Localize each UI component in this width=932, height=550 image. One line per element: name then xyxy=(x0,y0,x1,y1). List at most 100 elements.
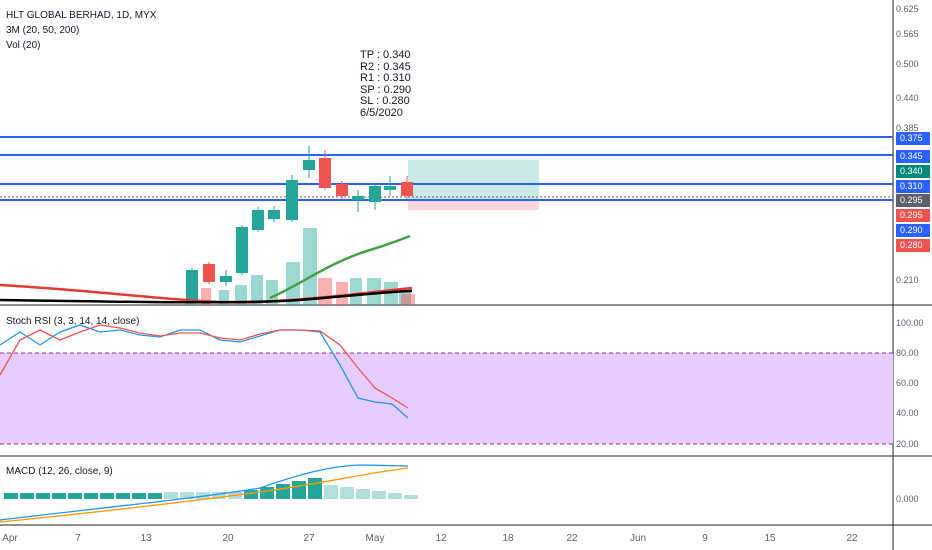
volume-bar xyxy=(318,278,332,305)
date-label: 20 xyxy=(222,533,234,544)
stoch-band xyxy=(0,353,893,444)
volume-bar xyxy=(336,282,348,305)
candle xyxy=(186,270,198,302)
volume-indicator-label[interactable]: Vol (20) xyxy=(6,40,41,51)
price-tag: 0.340 xyxy=(896,165,930,178)
macd-histogram-bar xyxy=(292,481,306,499)
macd-histogram-bar xyxy=(212,492,226,499)
macd-histogram-bar xyxy=(340,487,354,499)
macd-histogram-bar xyxy=(132,493,146,499)
note-line-r1: R1 : 0.310 xyxy=(360,72,411,84)
stoch-rsi-label[interactable]: Stoch RSI (3, 3, 14, 14, close) xyxy=(6,316,140,327)
stoch-tick: 100.00 xyxy=(896,318,924,328)
ma-slow-line xyxy=(0,289,413,304)
macd-histogram-bar xyxy=(356,489,370,499)
price-tick: 0.625 xyxy=(896,4,919,14)
candle xyxy=(319,158,331,188)
date-label: Apr xyxy=(2,533,18,544)
note-line-sl: SL : 0.280 xyxy=(360,95,410,107)
volume-bar xyxy=(350,278,362,305)
macd-histogram-bar xyxy=(100,493,114,499)
macd-histogram-bar xyxy=(276,484,290,499)
candle xyxy=(336,184,348,196)
price-tick: 0.440 xyxy=(896,93,919,103)
date-label: 15 xyxy=(764,533,776,544)
macd-histogram-bar xyxy=(244,490,258,499)
price-tag: 0.280 xyxy=(896,239,930,252)
volume-bar xyxy=(251,275,263,305)
candle xyxy=(220,276,232,282)
price-tick: 0.500 xyxy=(896,59,919,69)
macd-histogram-bar xyxy=(84,493,98,499)
volume-bar xyxy=(201,288,211,305)
volume-bar xyxy=(219,290,229,305)
candle xyxy=(369,186,381,202)
price-tag: 0.295 xyxy=(896,194,930,207)
target-zone xyxy=(408,160,539,200)
price-tick: 0.385 xyxy=(896,123,919,133)
candle xyxy=(252,210,264,230)
date-label: 7 xyxy=(75,533,81,544)
note-line-tp: TP : 0.340 xyxy=(360,49,411,61)
stoch-tick: 20.00 xyxy=(896,439,919,449)
stoch-d-line xyxy=(0,324,409,409)
macd-histogram-bar xyxy=(180,492,194,499)
macd-histogram-bar xyxy=(260,487,274,499)
volume-bar xyxy=(303,228,317,305)
macd-histogram-bar xyxy=(388,493,402,499)
candle xyxy=(401,182,413,196)
stop-zone xyxy=(408,200,539,210)
note-line-sp: SP : 0.290 xyxy=(360,83,412,96)
date-label: 9 xyxy=(702,533,708,544)
candle xyxy=(236,227,248,273)
macd-line xyxy=(0,464,409,521)
symbol-title[interactable]: HLT GLOBAL BERHAD, 1D, MYX xyxy=(6,10,157,21)
macd-tick: 0.000 xyxy=(896,494,919,504)
macd-histogram-bar xyxy=(404,495,418,499)
macd-histogram-bar xyxy=(148,493,162,499)
date-label: 18 xyxy=(502,533,514,544)
price-tag: 0.375 xyxy=(896,132,930,145)
stoch-tick: 80.00 xyxy=(896,348,919,358)
date-label: 22 xyxy=(566,533,578,544)
volume-bar xyxy=(384,282,398,305)
price-tick: 0.565 xyxy=(896,29,919,39)
macd-histogram-bar xyxy=(4,493,18,499)
volume-bar xyxy=(401,294,415,305)
date-label: 13 xyxy=(140,533,152,544)
stoch-tick: 60.00 xyxy=(896,378,919,388)
date-label: Jun xyxy=(629,533,647,544)
date-label: 22 xyxy=(846,533,858,544)
price-tick: 0.210 xyxy=(896,275,919,285)
candle xyxy=(303,160,315,170)
note-line-date: 6/5/2020 xyxy=(360,106,403,119)
price-tag: 0.310 xyxy=(896,180,930,193)
price-tag: 0.295 xyxy=(896,209,930,222)
candle xyxy=(384,186,396,190)
macd-histogram-bar xyxy=(116,493,130,499)
volume-bar xyxy=(286,262,300,305)
trade-plan-note: TP : 0.340 R2 : 0.345 R1 : 0.310 SP : 0.… xyxy=(360,49,412,119)
ma-indicator-label[interactable]: 3M (20, 50, 200) xyxy=(6,25,80,36)
macd-histogram-bar xyxy=(20,493,34,499)
macd-label[interactable]: MACD (12, 26, close, 9) xyxy=(6,466,113,477)
candle xyxy=(352,196,364,200)
ma20-line xyxy=(269,234,411,300)
candle xyxy=(203,264,215,282)
macd-histogram-bar xyxy=(372,491,386,499)
date-label: 27 xyxy=(303,533,315,544)
macd-signal-line xyxy=(0,467,409,523)
macd-histogram-bar xyxy=(68,493,82,499)
stoch-tick: 40.00 xyxy=(896,408,919,418)
price-tag: 0.290 xyxy=(896,224,930,237)
candle xyxy=(286,180,298,220)
macd-histogram-bar xyxy=(52,493,66,499)
note-line-r2: R2 : 0.345 xyxy=(360,60,411,73)
volume-bar xyxy=(266,280,278,305)
volume-bar xyxy=(235,285,247,305)
candle xyxy=(268,210,280,219)
date-label: 12 xyxy=(435,533,447,544)
date-label: May xyxy=(365,533,385,544)
